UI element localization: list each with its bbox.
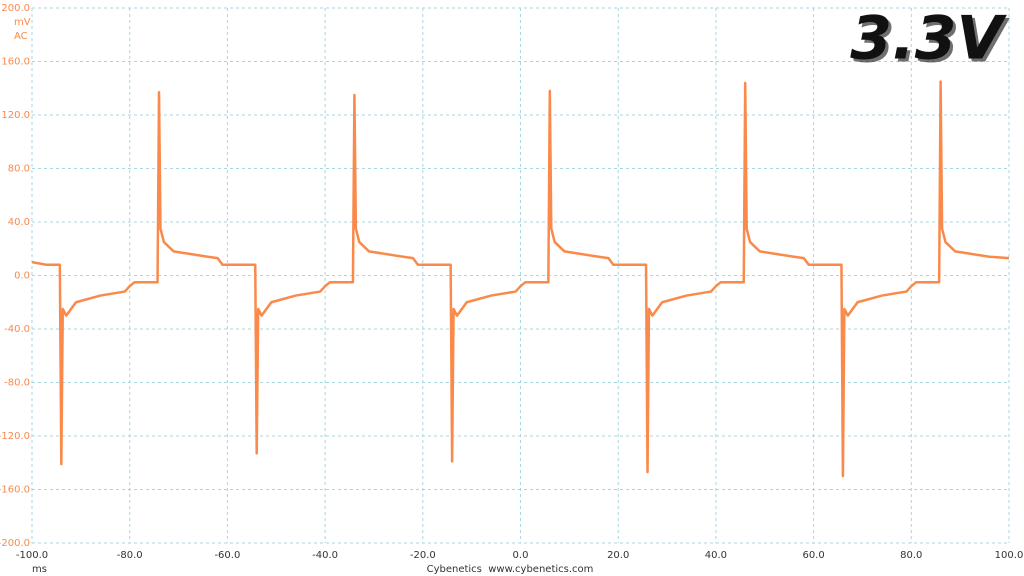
x-tick-label: 0.0 — [513, 550, 529, 561]
x-tick-label: 20.0 — [607, 550, 629, 561]
x-tick-label: -20.0 — [410, 550, 436, 561]
x-tick-label: 100.0 — [995, 550, 1024, 561]
y-tick-label: 80.0 — [8, 164, 30, 175]
chart-title: 3.3V — [850, 4, 1007, 74]
y-unit: mV — [14, 17, 31, 28]
y-tick-label: 40.0 — [8, 217, 30, 228]
y-tick-label: -200.0 — [0, 538, 30, 549]
x-tick-label: -100.0 — [16, 550, 48, 561]
y-tick-label: -80.0 — [4, 378, 30, 389]
x-tick-label: -80.0 — [117, 550, 143, 561]
y-tick-label: -160.0 — [0, 485, 30, 496]
y-tick-label: 200.0 — [1, 3, 30, 14]
x-tick-label: -40.0 — [312, 550, 338, 561]
x-tick-label: -60.0 — [214, 550, 240, 561]
x-unit: ms — [32, 564, 47, 575]
x-tick-label: 60.0 — [802, 550, 824, 561]
title-shadow: 3.3V — [853, 7, 1010, 77]
x-tick-label: 40.0 — [705, 550, 727, 561]
y-tick-label: 120.0 — [1, 110, 30, 121]
y-tick-label: 160.0 — [1, 57, 30, 68]
y-tick-label: 0.0 — [14, 271, 30, 282]
coupling: AC — [14, 31, 28, 42]
y-tick-label: -120.0 — [0, 431, 30, 442]
y-tick-label: -40.0 — [4, 324, 30, 335]
waveform — [31, 80, 1010, 478]
x-tick-label: 80.0 — [900, 550, 922, 561]
footer: Cybenetics www.cybenetics.com — [427, 564, 594, 575]
